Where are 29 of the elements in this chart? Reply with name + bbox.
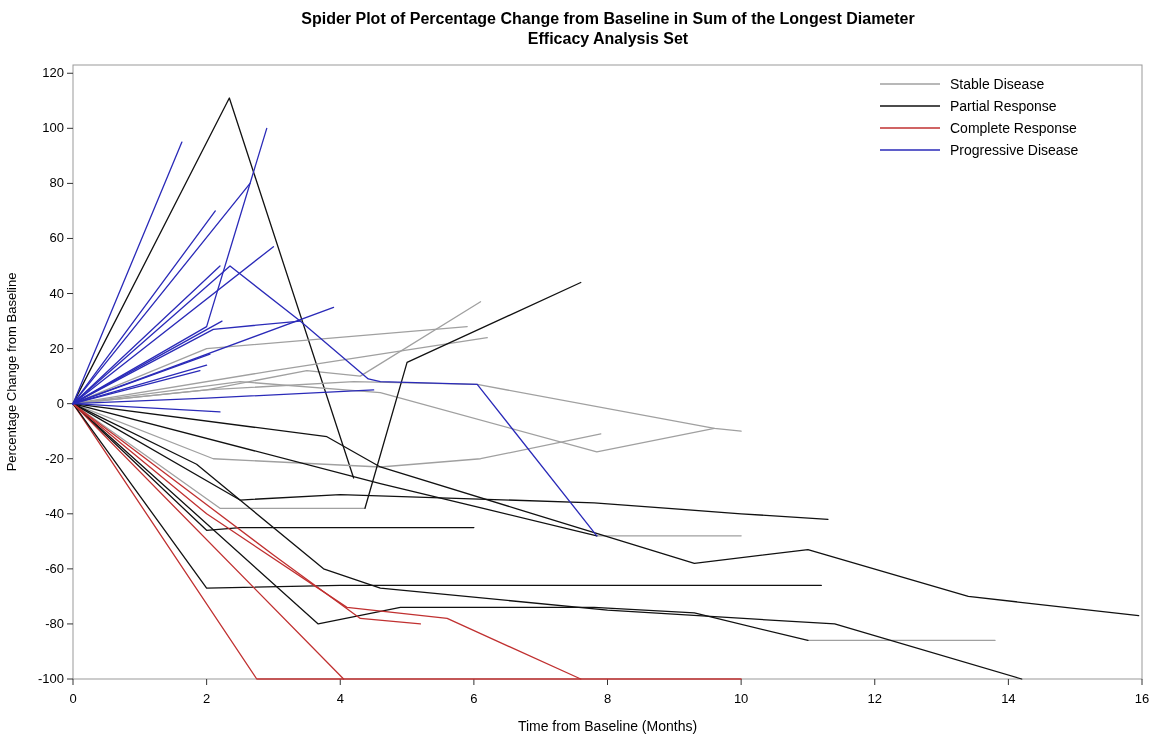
x-tick-label: 4 (336, 691, 344, 706)
y-tick-label: -40 (45, 505, 64, 521)
y-tick-label: 40 (49, 285, 64, 301)
x-tick-label: 14 (1001, 691, 1016, 706)
x-axis-title: Time from Baseline (Months) (517, 718, 698, 734)
x-tick-label: 0 (69, 691, 77, 706)
y-tick-label: -20 (45, 450, 64, 466)
legend-label: Partial Response (950, 98, 1057, 114)
x-tick-label: 6 (470, 691, 478, 706)
y-tick-label: 0 (56, 395, 64, 411)
x-tick-label: 10 (733, 691, 749, 706)
x-tick-label: 8 (603, 691, 612, 706)
y-tick-label: 60 (49, 230, 64, 246)
x-tick-label: 2 (203, 691, 211, 706)
y-tick-label: 120 (42, 65, 64, 81)
y-tick-label: -100 (37, 671, 64, 686)
x-tick-label: 12 (867, 691, 882, 706)
x-tick-label: 16 (1134, 691, 1150, 706)
chart-title: Spider Plot of Percentage Change from Baseline in Sum of the Longest Diameter (301, 10, 915, 27)
legend-label: Progressive Disease (950, 142, 1079, 158)
chart-subtitle: Efficacy Analysis Set (527, 30, 689, 47)
y-tick-label: 80 (49, 175, 64, 191)
y-tick-label: 100 (42, 120, 64, 136)
legend-label: Stable Disease (950, 76, 1045, 92)
y-axis-title: Percentage Change from Baseline (4, 272, 19, 472)
y-tick-label: 20 (49, 340, 64, 356)
y-tick-label: -80 (45, 615, 64, 631)
legend-label: Complete Response (950, 120, 1078, 136)
y-tick-label: -60 (45, 560, 64, 576)
